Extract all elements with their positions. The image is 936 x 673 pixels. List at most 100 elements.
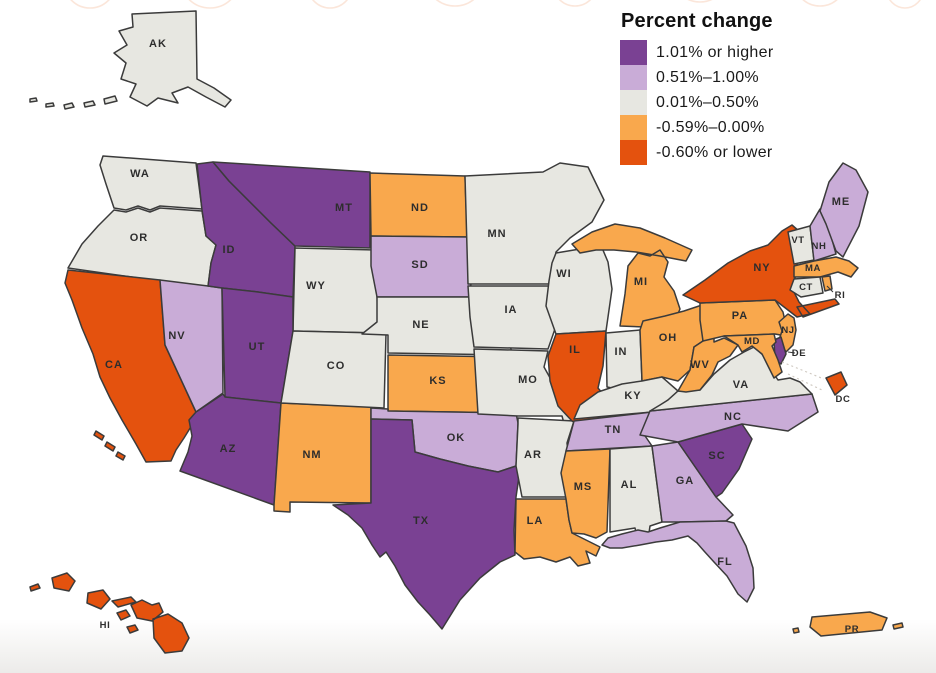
label-leader-line bbox=[826, 285, 834, 293]
state-label-VT: VT bbox=[791, 235, 804, 246]
legend-swatch-p2 bbox=[620, 65, 647, 90]
state-CA bbox=[64, 269, 197, 463]
state-label-MD: MD bbox=[744, 336, 760, 347]
legend-row: 0.01%–0.50% bbox=[620, 90, 920, 115]
state-TN bbox=[565, 411, 653, 452]
legend: Percent change 1.01% or higher 0.51%–1.0… bbox=[620, 10, 920, 165]
label-leader-line bbox=[787, 351, 796, 354]
state-label-WA: WA bbox=[130, 168, 150, 180]
legend-swatch-p4 bbox=[620, 115, 647, 140]
state-label-NC: NC bbox=[724, 411, 742, 423]
state-TX bbox=[332, 418, 521, 630]
state-label-NJ: NJ bbox=[781, 325, 794, 336]
state-label-AR: AR bbox=[524, 449, 542, 461]
state-label-HI: HI bbox=[100, 620, 111, 631]
state-label-TN: TN bbox=[605, 424, 622, 436]
state-label-OK: OK bbox=[447, 432, 466, 444]
state-MS bbox=[560, 448, 611, 539]
state-HI bbox=[29, 572, 190, 654]
state-CT bbox=[789, 276, 824, 298]
state-DC bbox=[825, 371, 848, 396]
legend-swatch-p5 bbox=[620, 140, 647, 165]
state-label-RI: RI bbox=[835, 290, 846, 301]
state-shapes bbox=[29, 10, 904, 654]
state-label-GA: GA bbox=[676, 475, 695, 487]
legend-title: Percent change bbox=[621, 10, 773, 32]
state-label-CO: CO bbox=[327, 360, 346, 372]
state-label-WV: WV bbox=[690, 359, 710, 371]
state-label-MS: MS bbox=[574, 481, 593, 493]
legend-swatch-p3 bbox=[620, 90, 647, 115]
legend-swatch-p1 bbox=[620, 40, 647, 65]
state-label-AZ: AZ bbox=[220, 443, 237, 455]
state-MA bbox=[793, 256, 859, 278]
state-AK bbox=[29, 10, 232, 110]
legend-row: 1.01% or higher bbox=[620, 40, 920, 65]
background-pattern bbox=[70, 0, 921, 9]
state-label-ND: ND bbox=[411, 202, 429, 214]
state-label-CT: CT bbox=[799, 282, 813, 293]
decorative-arc bbox=[70, 0, 110, 9]
legend-label: 0.01%–0.50% bbox=[656, 93, 759, 111]
decorative-arc bbox=[687, 0, 713, 3]
state-label-MO: MO bbox=[518, 374, 538, 386]
state-label-FL: FL bbox=[717, 556, 732, 568]
label-leader-line bbox=[781, 361, 825, 380]
state-FL bbox=[601, 520, 755, 603]
state-MN bbox=[464, 162, 605, 285]
state-label-ID: ID bbox=[223, 244, 236, 256]
state-label-ME: ME bbox=[832, 196, 851, 208]
legend-label: 1.01% or higher bbox=[656, 43, 774, 61]
state-label-DE: DE bbox=[792, 348, 806, 359]
label-leader-lines bbox=[781, 285, 834, 391]
state-WA bbox=[99, 155, 203, 211]
state-label-OR: OR bbox=[130, 232, 149, 244]
label-leader-line bbox=[787, 373, 823, 391]
decorative-arc bbox=[802, 0, 838, 7]
state-label-PA: PA bbox=[732, 310, 748, 322]
state-label-MI: MI bbox=[634, 276, 648, 288]
state-label-AL: AL bbox=[621, 479, 638, 491]
decorative-arc bbox=[889, 0, 921, 9]
state-PR bbox=[792, 611, 904, 637]
state-ME bbox=[819, 162, 869, 258]
state-label-AK: AK bbox=[149, 38, 167, 50]
state-label-SC: SC bbox=[708, 450, 725, 462]
legend-row: -0.59%–0.00% bbox=[620, 115, 920, 140]
state-label-IA: IA bbox=[505, 304, 518, 316]
state-WI bbox=[545, 242, 613, 335]
decorative-arc bbox=[188, 0, 232, 9]
legend-row: -0.60% or lower bbox=[620, 140, 920, 165]
state-label-PR: PR bbox=[845, 624, 859, 635]
state-label-NH: NH bbox=[812, 241, 827, 252]
state-label-IL: IL bbox=[569, 344, 581, 356]
decorative-arc bbox=[558, 0, 592, 7]
state-label-NE: NE bbox=[412, 319, 429, 331]
state-label-CA: CA bbox=[105, 359, 123, 371]
state-label-NV: NV bbox=[168, 330, 185, 342]
decorative-arc bbox=[312, 0, 348, 9]
state-label-MA: MA bbox=[805, 263, 821, 274]
legend-label: 0.51%–1.00% bbox=[656, 68, 759, 86]
state-NC bbox=[639, 393, 819, 443]
state-label-DC: DC bbox=[836, 394, 851, 405]
state-label-LA: LA bbox=[527, 515, 544, 527]
state-label-WY: WY bbox=[306, 280, 326, 292]
state-label-MT: MT bbox=[335, 202, 353, 214]
state-label-NM: NM bbox=[302, 449, 321, 461]
state-label-KS: KS bbox=[429, 375, 446, 387]
state-NM bbox=[273, 402, 372, 513]
state-label-NY: NY bbox=[753, 262, 770, 274]
state-labels: AK WA OR CA NV ID MT WY UT AZ NM CO ND SD NE KS OK TX MN IA… bbox=[100, 38, 859, 635]
state-label-MN: MN bbox=[487, 228, 506, 240]
state-RI bbox=[821, 275, 833, 292]
state-MD bbox=[723, 333, 783, 379]
state-label-IN: IN bbox=[615, 346, 628, 358]
state-label-UT: UT bbox=[249, 341, 266, 353]
legend-row: 0.51%–1.00% bbox=[620, 65, 920, 90]
state-label-TX: TX bbox=[413, 515, 429, 527]
state-label-KY: KY bbox=[624, 390, 641, 402]
state-label-WI: WI bbox=[556, 268, 571, 280]
